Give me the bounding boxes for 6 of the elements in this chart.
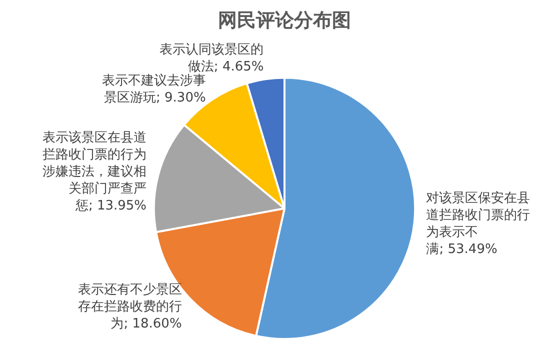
slice-label: 表示不建议去涉事景区游玩; 9.30% xyxy=(102,73,206,106)
slice-label: 表示还有不少景区存在拦路收费的行为; 18.60% xyxy=(78,282,182,332)
slice-label: 对该景区保安在县道拦路收门票的行为表示不满; 53.49% xyxy=(426,190,530,257)
slice-label: 表示认同该景区的做法; 4.65% xyxy=(160,42,264,75)
slice-label: 表示该景区在县道拦路收门票的行为涉嫌违法，建议相关部门严查严惩; 13.95% xyxy=(42,130,147,214)
chart-title: 网民评论分布图 xyxy=(218,9,351,32)
